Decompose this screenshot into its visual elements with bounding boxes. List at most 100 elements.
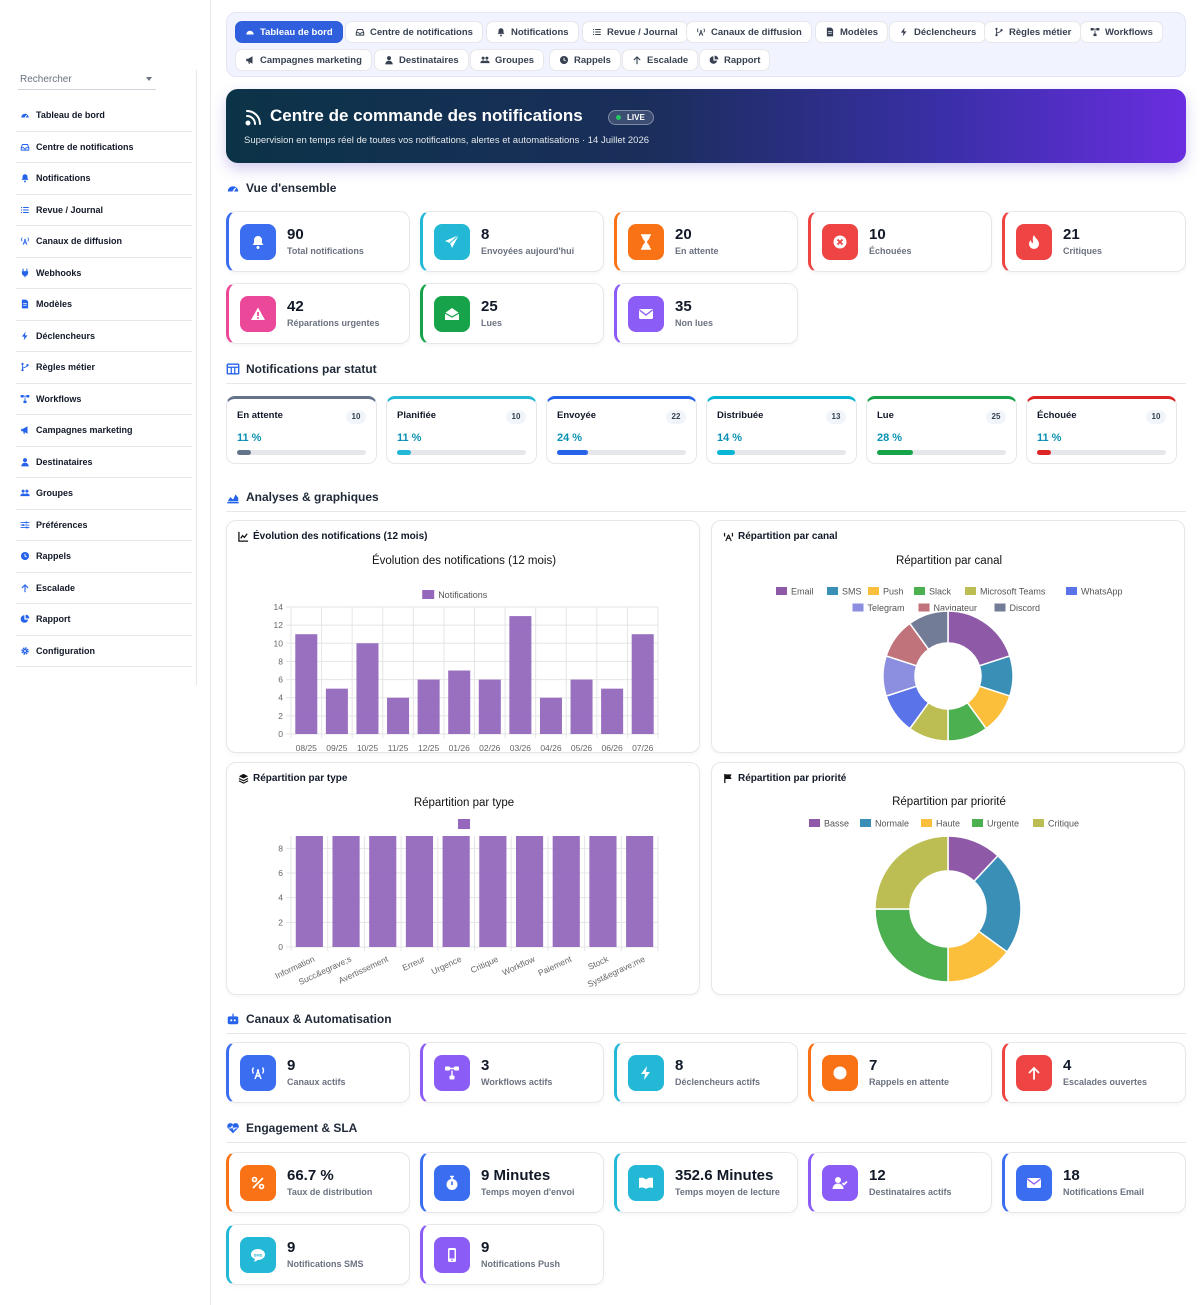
- tab-12[interactable]: Rappels: [549, 49, 621, 71]
- section-title-engagement: Engagement & SLA: [226, 1121, 357, 1135]
- sidebar-item-15[interactable]: Escalade: [16, 573, 192, 604]
- tab-7[interactable]: Règles métier: [984, 21, 1082, 43]
- kpi-icon-box: [434, 1055, 470, 1091]
- tab-3[interactable]: Revue / Journal: [582, 21, 688, 43]
- sidebar-item-5[interactable]: Webhooks: [16, 258, 192, 289]
- sidebar-item-4[interactable]: Canaux de diffusion: [16, 226, 192, 258]
- chart-legend[interactable]: [458, 819, 470, 829]
- bar[interactable]: [601, 688, 624, 734]
- tab-5[interactable]: Modèles: [815, 21, 889, 43]
- kpi-value: 66.7 %: [287, 1167, 334, 1184]
- legend-swatch: [422, 590, 435, 599]
- status-name: Lue: [877, 410, 894, 421]
- tab-13[interactable]: Escalade: [622, 49, 699, 71]
- search-select[interactable]: Rechercher: [18, 70, 156, 90]
- sidebar-item-9[interactable]: Workflows: [16, 384, 192, 415]
- bar[interactable]: [626, 836, 654, 947]
- bar[interactable]: [478, 679, 501, 734]
- tab-4[interactable]: Canaux de diffusion: [686, 21, 812, 43]
- sidebar-item-3[interactable]: Revue / Journal: [16, 195, 192, 226]
- kpi-card: 12 Destinataires actifs: [808, 1152, 992, 1213]
- bar[interactable]: [369, 836, 397, 947]
- bar[interactable]: [295, 634, 318, 734]
- kpi-label: Rappels en attente: [869, 1077, 950, 1087]
- tab-9[interactable]: Campagnes marketing: [235, 49, 372, 71]
- sidebar-item-11[interactable]: Destinataires: [16, 447, 192, 478]
- kpi-icon-box: [822, 1055, 858, 1091]
- x-tick-label: Erreur: [401, 954, 427, 973]
- bar[interactable]: [332, 836, 360, 947]
- bar[interactable]: [405, 836, 434, 947]
- bar[interactable]: [570, 679, 593, 734]
- sidebar-item-14[interactable]: Rappels: [16, 541, 192, 573]
- donut-slice[interactable]: [874, 835, 949, 910]
- legend-label: Haute: [936, 819, 960, 829]
- tab-2[interactable]: Notifications: [486, 21, 579, 43]
- donut-slice[interactable]: [908, 610, 949, 651]
- bar[interactable]: [448, 670, 471, 735]
- sidebar-item-16[interactable]: Rapport: [16, 604, 192, 636]
- bar[interactable]: [589, 836, 617, 947]
- bolt-icon: [21, 331, 28, 341]
- sidebar-item-0[interactable]: Tableau de bord: [16, 100, 192, 132]
- bar[interactable]: [387, 697, 410, 734]
- sidebar-item-6[interactable]: Modèles: [16, 289, 192, 321]
- layers-icon: [238, 773, 249, 784]
- bar[interactable]: [552, 836, 580, 947]
- tab-1[interactable]: Centre de notifications: [345, 21, 483, 43]
- bar[interactable]: [442, 836, 470, 947]
- legend-swatch: [918, 603, 930, 612]
- gauge-icon: [21, 114, 29, 119]
- x-tick-label: 09/25: [326, 743, 348, 753]
- tab-6[interactable]: Déclencheurs: [889, 21, 987, 43]
- bar[interactable]: [509, 616, 532, 734]
- chart-legend[interactable]: Basse Normale Haute Urgente Critique: [809, 819, 1079, 829]
- sidebar-item-12[interactable]: Groupes: [16, 478, 192, 510]
- legend-swatch: [965, 587, 976, 595]
- status-progress-fill: [237, 450, 252, 455]
- chart-legend[interactable]: Notifications: [422, 590, 488, 600]
- sidebar-item-8[interactable]: Règles métier: [16, 352, 192, 384]
- user-check-icon: [832, 1177, 848, 1189]
- evolution-bar-chart: Évolution des notifications (12 mois) Not…: [274, 554, 659, 753]
- kpi-value: 3: [481, 1057, 490, 1074]
- tab-14[interactable]: Rapport: [699, 49, 771, 71]
- bar[interactable]: [539, 697, 562, 734]
- bar[interactable]: [325, 688, 348, 734]
- sidebar-item-17[interactable]: Configuration: [16, 636, 192, 667]
- bolt-icon: [641, 1066, 650, 1080]
- bar[interactable]: [295, 836, 323, 947]
- status-progress-track: [1037, 450, 1166, 455]
- sidebar-item-1[interactable]: Centre de notifications: [16, 132, 192, 163]
- tab-0[interactable]: Tableau de bord: [235, 21, 343, 43]
- tab-11[interactable]: Groupes: [470, 49, 545, 71]
- sidebar-item-7[interactable]: Déclencheurs: [16, 321, 192, 352]
- bar[interactable]: [417, 679, 440, 734]
- kpi-icon-box: [628, 224, 664, 260]
- kpi-card: SMS 9 Notifications SMS: [226, 1224, 410, 1285]
- sidebar-item-2[interactable]: Notifications: [16, 163, 192, 195]
- sidebar-item-10[interactable]: Campagnes marketing: [16, 415, 192, 447]
- tab-8[interactable]: Workflows: [1080, 21, 1163, 43]
- chart-legend[interactable]: Email SMS Push Slack Microsoft Teams WhatsApp…: [776, 587, 1123, 614]
- legend-swatch: [458, 819, 470, 829]
- tab-label: Revue / Journal: [607, 26, 678, 38]
- donut-slice[interactable]: [874, 908, 949, 983]
- chart-title: Répartition par type: [414, 797, 514, 809]
- chart-card-canal: Répartition par canal Répartition par ca…: [711, 520, 1185, 753]
- legend-label: Notifications: [438, 590, 488, 600]
- kpi-label: Lues: [481, 318, 503, 328]
- workflow-icon: [1090, 27, 1100, 37]
- kpi-label: Canaux actifs: [287, 1077, 346, 1087]
- chart-card-type: Répartition par type Répartition par typ…: [226, 762, 700, 995]
- envelope-icon: [1027, 1178, 1041, 1188]
- tab-10[interactable]: Destinataires: [374, 49, 469, 71]
- sidebar-item-13[interactable]: Préférences: [16, 510, 192, 541]
- bar[interactable]: [631, 634, 654, 734]
- donut-slice[interactable]: [947, 610, 1011, 667]
- bar[interactable]: [356, 643, 379, 734]
- bar[interactable]: [479, 836, 507, 947]
- chevron-down-icon: [146, 77, 152, 81]
- bar[interactable]: [515, 836, 544, 947]
- gauge-icon: [246, 30, 254, 35]
